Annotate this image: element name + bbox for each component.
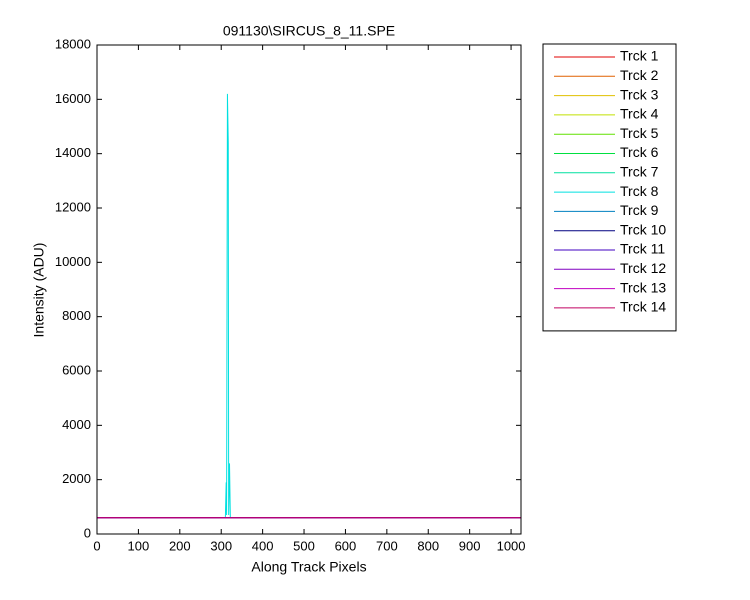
y-tick-label: 18000: [55, 36, 91, 51]
x-tick-label: 200: [169, 538, 191, 553]
y-tick-label: 16000: [55, 91, 91, 106]
y-tick-label: 4000: [62, 417, 91, 432]
legend-box: [542, 43, 677, 332]
legend-label: Trck 8: [620, 183, 659, 199]
x-tick-label: 600: [335, 538, 357, 553]
y-tick-label: 2000: [62, 471, 91, 486]
legend-label: Trck 6: [620, 144, 659, 160]
chart-title: 091130\SIRCUS_8_11.SPE: [223, 23, 395, 39]
x-tick-label: 900: [459, 538, 481, 553]
legend-label: Trck 4: [620, 106, 659, 122]
x-tick-label: 1000: [497, 538, 526, 553]
legend-label: Trck 12: [620, 260, 666, 276]
y-tick-label: 14000: [55, 145, 91, 160]
legend-label: Trck 1: [620, 48, 659, 64]
legend-label: Trck 14: [620, 299, 666, 315]
x-tick-label: 300: [210, 538, 232, 553]
plot-frame: [96, 44, 522, 535]
y-tick-label: 8000: [62, 308, 91, 323]
y-tick-label: 12000: [55, 199, 91, 214]
legend-label: Trck 2: [620, 67, 659, 83]
y-tick-label: 10000: [55, 254, 91, 269]
x-tick-label: 500: [293, 538, 315, 553]
legend-label: Trck 10: [620, 221, 666, 237]
y-tick-label: 0: [84, 525, 91, 540]
legend-label: Trck 13: [620, 279, 666, 295]
x-tick-label: 800: [417, 538, 439, 553]
x-tick-label: 700: [376, 538, 398, 553]
y-axis-title: Intensity (ADU): [31, 243, 47, 338]
legend-label: Trck 11: [620, 241, 665, 257]
y-tick-label: 6000: [62, 362, 91, 377]
series-line: [97, 93, 521, 519]
legend-label: Trck 5: [620, 125, 659, 141]
legend-label: Trck 9: [620, 202, 659, 218]
legend-label: Trck 3: [620, 86, 659, 102]
x-tick-label: 400: [252, 538, 274, 553]
x-axis-title: Along Track Pixels: [251, 559, 366, 575]
x-tick-label: 100: [128, 538, 150, 553]
x-tick-label: 0: [93, 538, 100, 553]
legend-label: Trck 7: [620, 164, 659, 180]
